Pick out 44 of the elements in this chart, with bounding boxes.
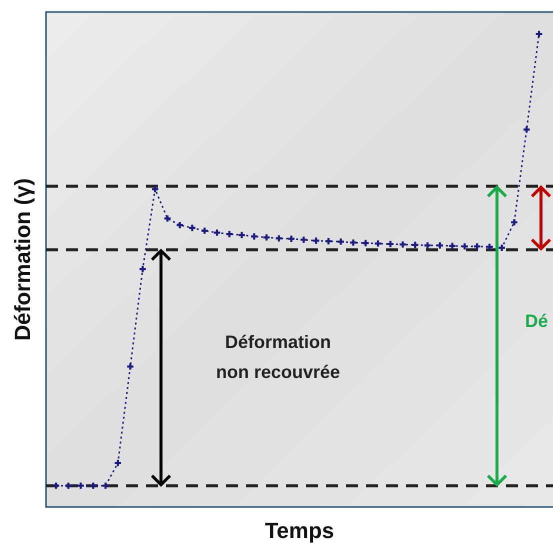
point xyxy=(288,236,294,242)
point xyxy=(486,244,493,250)
point xyxy=(214,230,220,236)
point xyxy=(263,234,270,241)
point xyxy=(362,240,369,246)
point xyxy=(312,238,320,244)
point xyxy=(251,233,258,240)
point xyxy=(338,238,344,245)
point xyxy=(449,242,456,250)
point xyxy=(152,186,158,192)
point xyxy=(387,240,394,248)
point xyxy=(424,242,431,249)
point xyxy=(176,222,183,228)
point xyxy=(140,266,146,272)
point xyxy=(536,30,542,38)
point xyxy=(65,482,72,489)
point xyxy=(498,244,505,251)
point xyxy=(238,232,245,238)
point xyxy=(350,239,356,246)
point xyxy=(374,240,382,247)
annotation: Dé xyxy=(525,311,548,331)
point xyxy=(325,238,332,244)
point xyxy=(412,242,418,248)
point xyxy=(114,460,122,466)
annotation: Déformation non recouvrée xyxy=(216,332,340,382)
point xyxy=(189,224,196,232)
point xyxy=(523,126,530,133)
point xyxy=(164,215,171,222)
point xyxy=(276,235,282,242)
x-axis-title: Temps xyxy=(264,518,334,543)
point xyxy=(462,243,468,250)
point xyxy=(400,241,406,248)
point xyxy=(78,482,84,489)
point xyxy=(436,242,444,249)
point xyxy=(511,219,518,226)
point xyxy=(102,482,109,489)
point xyxy=(127,363,134,370)
point xyxy=(474,243,480,250)
point xyxy=(90,482,96,489)
point xyxy=(226,230,233,238)
y-axis-title: Déformation (γ) xyxy=(10,178,35,341)
point xyxy=(300,236,307,243)
point xyxy=(52,482,60,489)
point xyxy=(201,228,208,234)
